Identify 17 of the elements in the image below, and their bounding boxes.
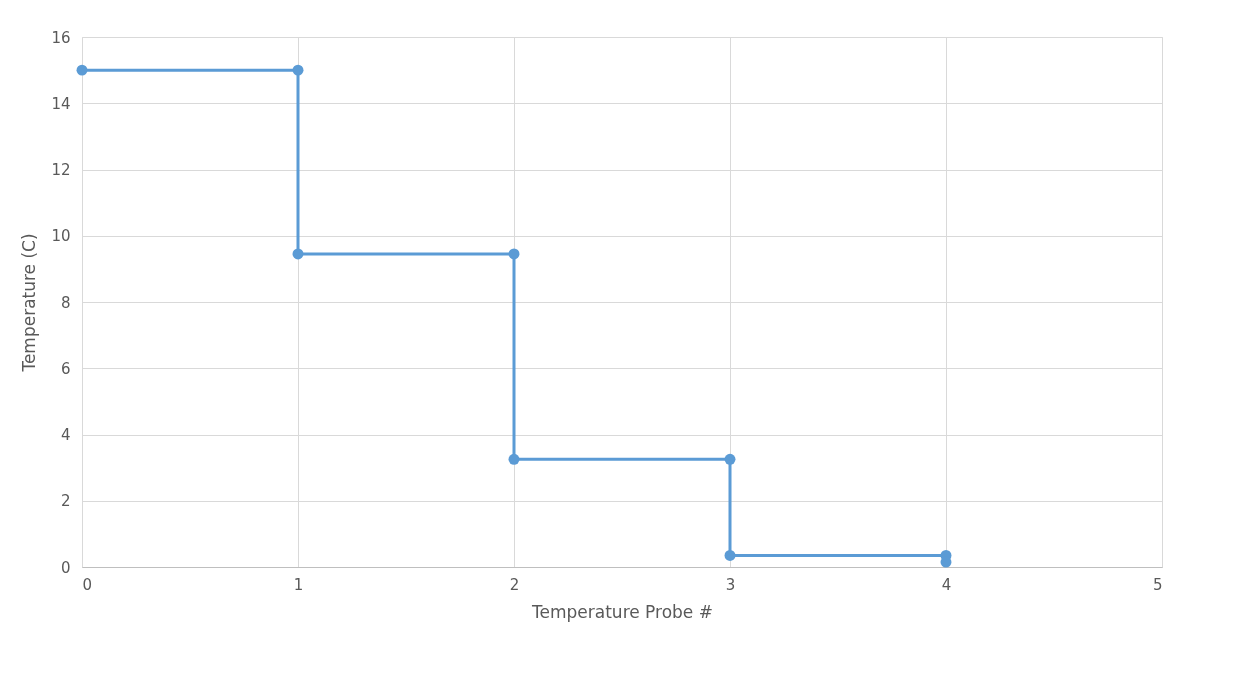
y-tick-label: 4: [60, 426, 71, 444]
x-tick-label: 2: [509, 575, 520, 594]
y-tick-label: 6: [60, 359, 71, 378]
y-tick-label: 16: [51, 28, 71, 47]
y-tick-label: 8: [60, 293, 71, 312]
x-tick-label: 3: [725, 575, 736, 594]
y-tick-label: 12: [51, 161, 71, 179]
x-tick-label: 0: [82, 575, 93, 594]
y-tick-label: 14: [51, 94, 71, 113]
x-tick-label: 5: [1152, 575, 1163, 594]
y-tick-label: 2: [60, 492, 71, 511]
y-tick-label: 10: [51, 227, 71, 246]
x-axis-title: Temperature Probe #: [531, 601, 713, 622]
y-axis-title: Temperature (C): [19, 233, 40, 373]
x-tick-label: 4: [941, 575, 952, 594]
x-tick-label: 1: [293, 575, 304, 594]
y-tick-label: 0: [60, 558, 71, 577]
